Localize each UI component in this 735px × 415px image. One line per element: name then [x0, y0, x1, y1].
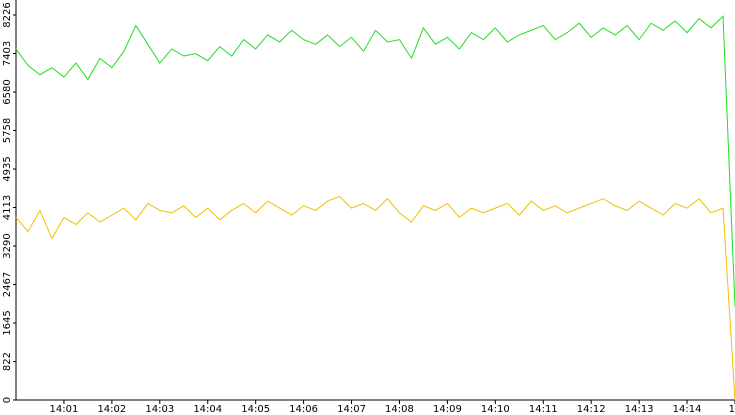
x-tick-label: 14:11	[529, 404, 558, 415]
y-tick-label: 1645	[2, 310, 13, 335]
y-tick-label: 0	[2, 397, 13, 403]
y-tick-label: 8226	[2, 2, 13, 27]
y-tick-label: 4113	[2, 195, 13, 220]
y-tick-label: 3290	[2, 233, 13, 258]
x-tick-label: 14:13	[625, 404, 654, 415]
y-tick-label: 2467	[2, 272, 13, 297]
x-tick-label: 14:08	[385, 404, 414, 415]
series-line	[15, 195, 735, 401]
y-tick-label: 6580	[2, 79, 13, 104]
y-tick-label: 5758	[2, 118, 13, 143]
x-tick-label: 14:02	[97, 404, 126, 415]
series-line	[15, 15, 735, 307]
y-tick-label: 822	[2, 352, 13, 371]
x-tick-label: 14:01	[50, 404, 79, 415]
x-tick-label: 14:09	[433, 404, 462, 415]
x-tick-label: 14:14	[673, 404, 702, 415]
x-tick-label: 14:07	[337, 404, 366, 415]
y-tick-label: 4935	[2, 156, 13, 181]
y-tick-label: 7403	[2, 41, 13, 66]
x-tick-label: 14:12	[577, 404, 606, 415]
x-tick-label: 14	[729, 404, 735, 415]
x-tick-label: 14:05	[241, 404, 270, 415]
x-tick-label: 14:06	[289, 404, 318, 415]
x-tick-label: 14:10	[481, 404, 510, 415]
x-tick-label: 14:03	[145, 404, 174, 415]
x-tick-label: 14:04	[193, 404, 222, 415]
